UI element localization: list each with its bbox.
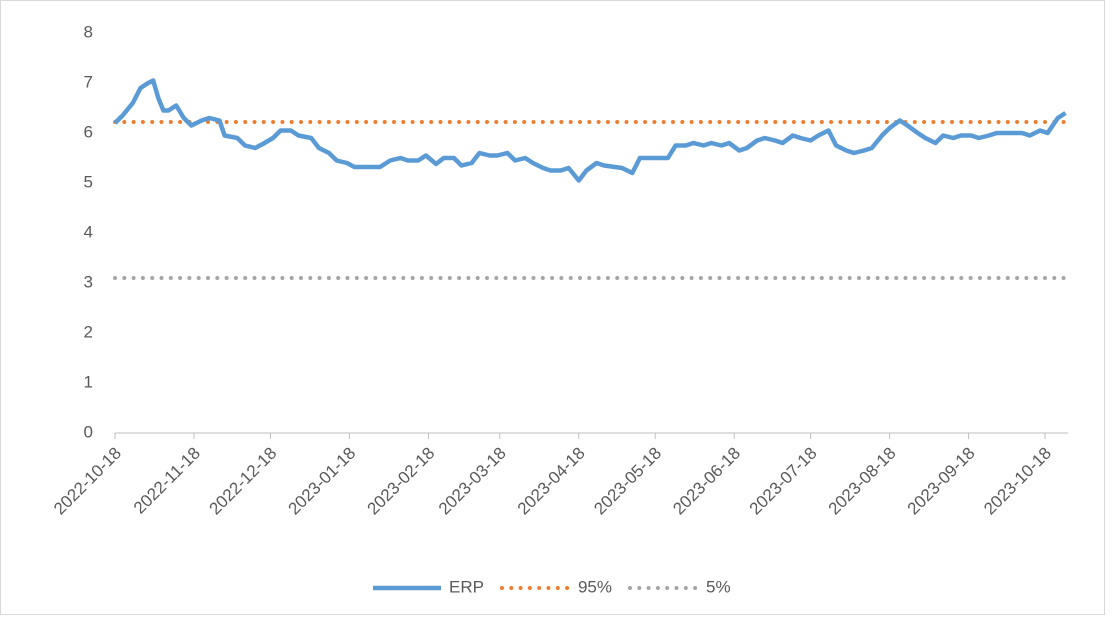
- y-tick-label: 1: [84, 372, 93, 391]
- chart-border: [0, 0, 1105, 615]
- data-line: [113, 78, 1067, 183]
- legend-label: 5%: [706, 577, 731, 596]
- y-tick-label: 6: [84, 122, 93, 141]
- legend-label: 95%: [578, 577, 612, 596]
- y-tick-label: 4: [84, 222, 93, 241]
- legend-label: ERP: [449, 577, 484, 596]
- y-tick-label: 5: [84, 172, 93, 191]
- y-tick-label: 3: [84, 272, 93, 291]
- y-tick-label: 2: [84, 322, 93, 341]
- y-tick-label: 8: [84, 22, 93, 41]
- y-tick-label: 7: [84, 72, 93, 91]
- y-tick-label: 0: [84, 422, 93, 441]
